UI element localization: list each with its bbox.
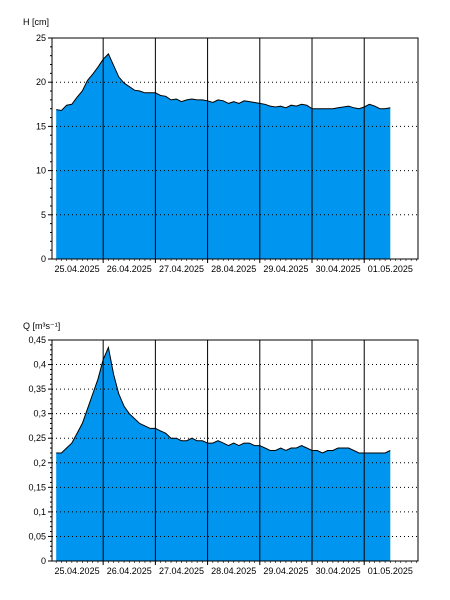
- y-tick-label: 0,05: [28, 531, 46, 541]
- y-tick-label: 0,25: [28, 433, 46, 443]
- x-tick-label: 26.04.2025: [107, 566, 152, 576]
- y-tick-label: 0,3: [33, 409, 46, 419]
- x-tick-label: 30.04.2025: [316, 264, 361, 274]
- x-tick-label: 28.04.2025: [211, 264, 256, 274]
- x-tick-label: 01.05.2025: [368, 566, 413, 576]
- y-tick-label: 0: [41, 254, 46, 264]
- y-tick-label: 0,1: [33, 507, 46, 517]
- x-tick-label: 01.05.2025: [368, 264, 413, 274]
- y-tick-label: 0,45: [28, 335, 46, 345]
- y-tick-label: 0,4: [33, 360, 46, 370]
- series-area-1: [56, 347, 391, 561]
- x-tick-label: 25.04.2025: [55, 566, 100, 576]
- y-tick-label: 0,2: [33, 458, 46, 468]
- x-tick-label: 29.04.2025: [263, 264, 308, 274]
- x-tick-label: 27.04.2025: [159, 264, 204, 274]
- y-tick-label: 0: [41, 556, 46, 566]
- series-area-0: [56, 53, 391, 260]
- y-axis-label-1: Q [m³s⁻¹]: [23, 321, 60, 331]
- discharge-chart: Q [m³s⁻¹] 0 0,05 0,1 0,15 0,2 0,25 0,3 0,35 0,4 0…: [23, 321, 419, 576]
- plot-frame: [51, 339, 419, 562]
- x-tick-label: 27.04.2025: [159, 566, 204, 576]
- y-tick-label: 5: [41, 210, 46, 220]
- y-tick-label: 15: [36, 121, 46, 131]
- x-tick-label: 29.04.2025: [263, 566, 308, 576]
- y-tick-label: 0,35: [28, 384, 46, 394]
- y-tick-label: 20: [36, 77, 46, 87]
- series-line-0: [56, 53, 391, 112]
- water-level-chart: H [cm] 0 5 10 15 20 25 25.04.2025 26.04.2025 27.…: [23, 17, 419, 274]
- x-tick-label: 26.04.2025: [107, 264, 152, 274]
- x-tick-label: 25.04.2025: [55, 264, 100, 274]
- y-tick-label: 10: [36, 166, 46, 176]
- series-line-1: [56, 345, 391, 454]
- x-tick-label: 30.04.2025: [316, 566, 361, 576]
- plot-frame: [51, 37, 419, 260]
- y-tick-label: 25: [36, 33, 46, 43]
- y-axis-label-0: H [cm]: [23, 17, 49, 27]
- y-tick-label: 0,15: [28, 482, 46, 492]
- x-tick-label: 28.04.2025: [211, 566, 256, 576]
